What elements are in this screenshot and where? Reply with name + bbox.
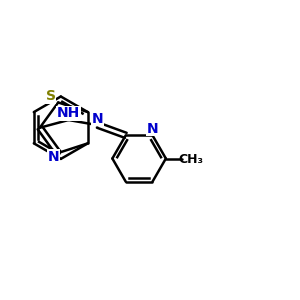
- Text: N: N: [92, 112, 103, 126]
- Text: N: N: [147, 122, 158, 136]
- Text: NH: NH: [57, 106, 80, 121]
- Text: S: S: [46, 89, 56, 103]
- Text: N: N: [48, 150, 59, 164]
- Text: CH₃: CH₃: [178, 154, 204, 166]
